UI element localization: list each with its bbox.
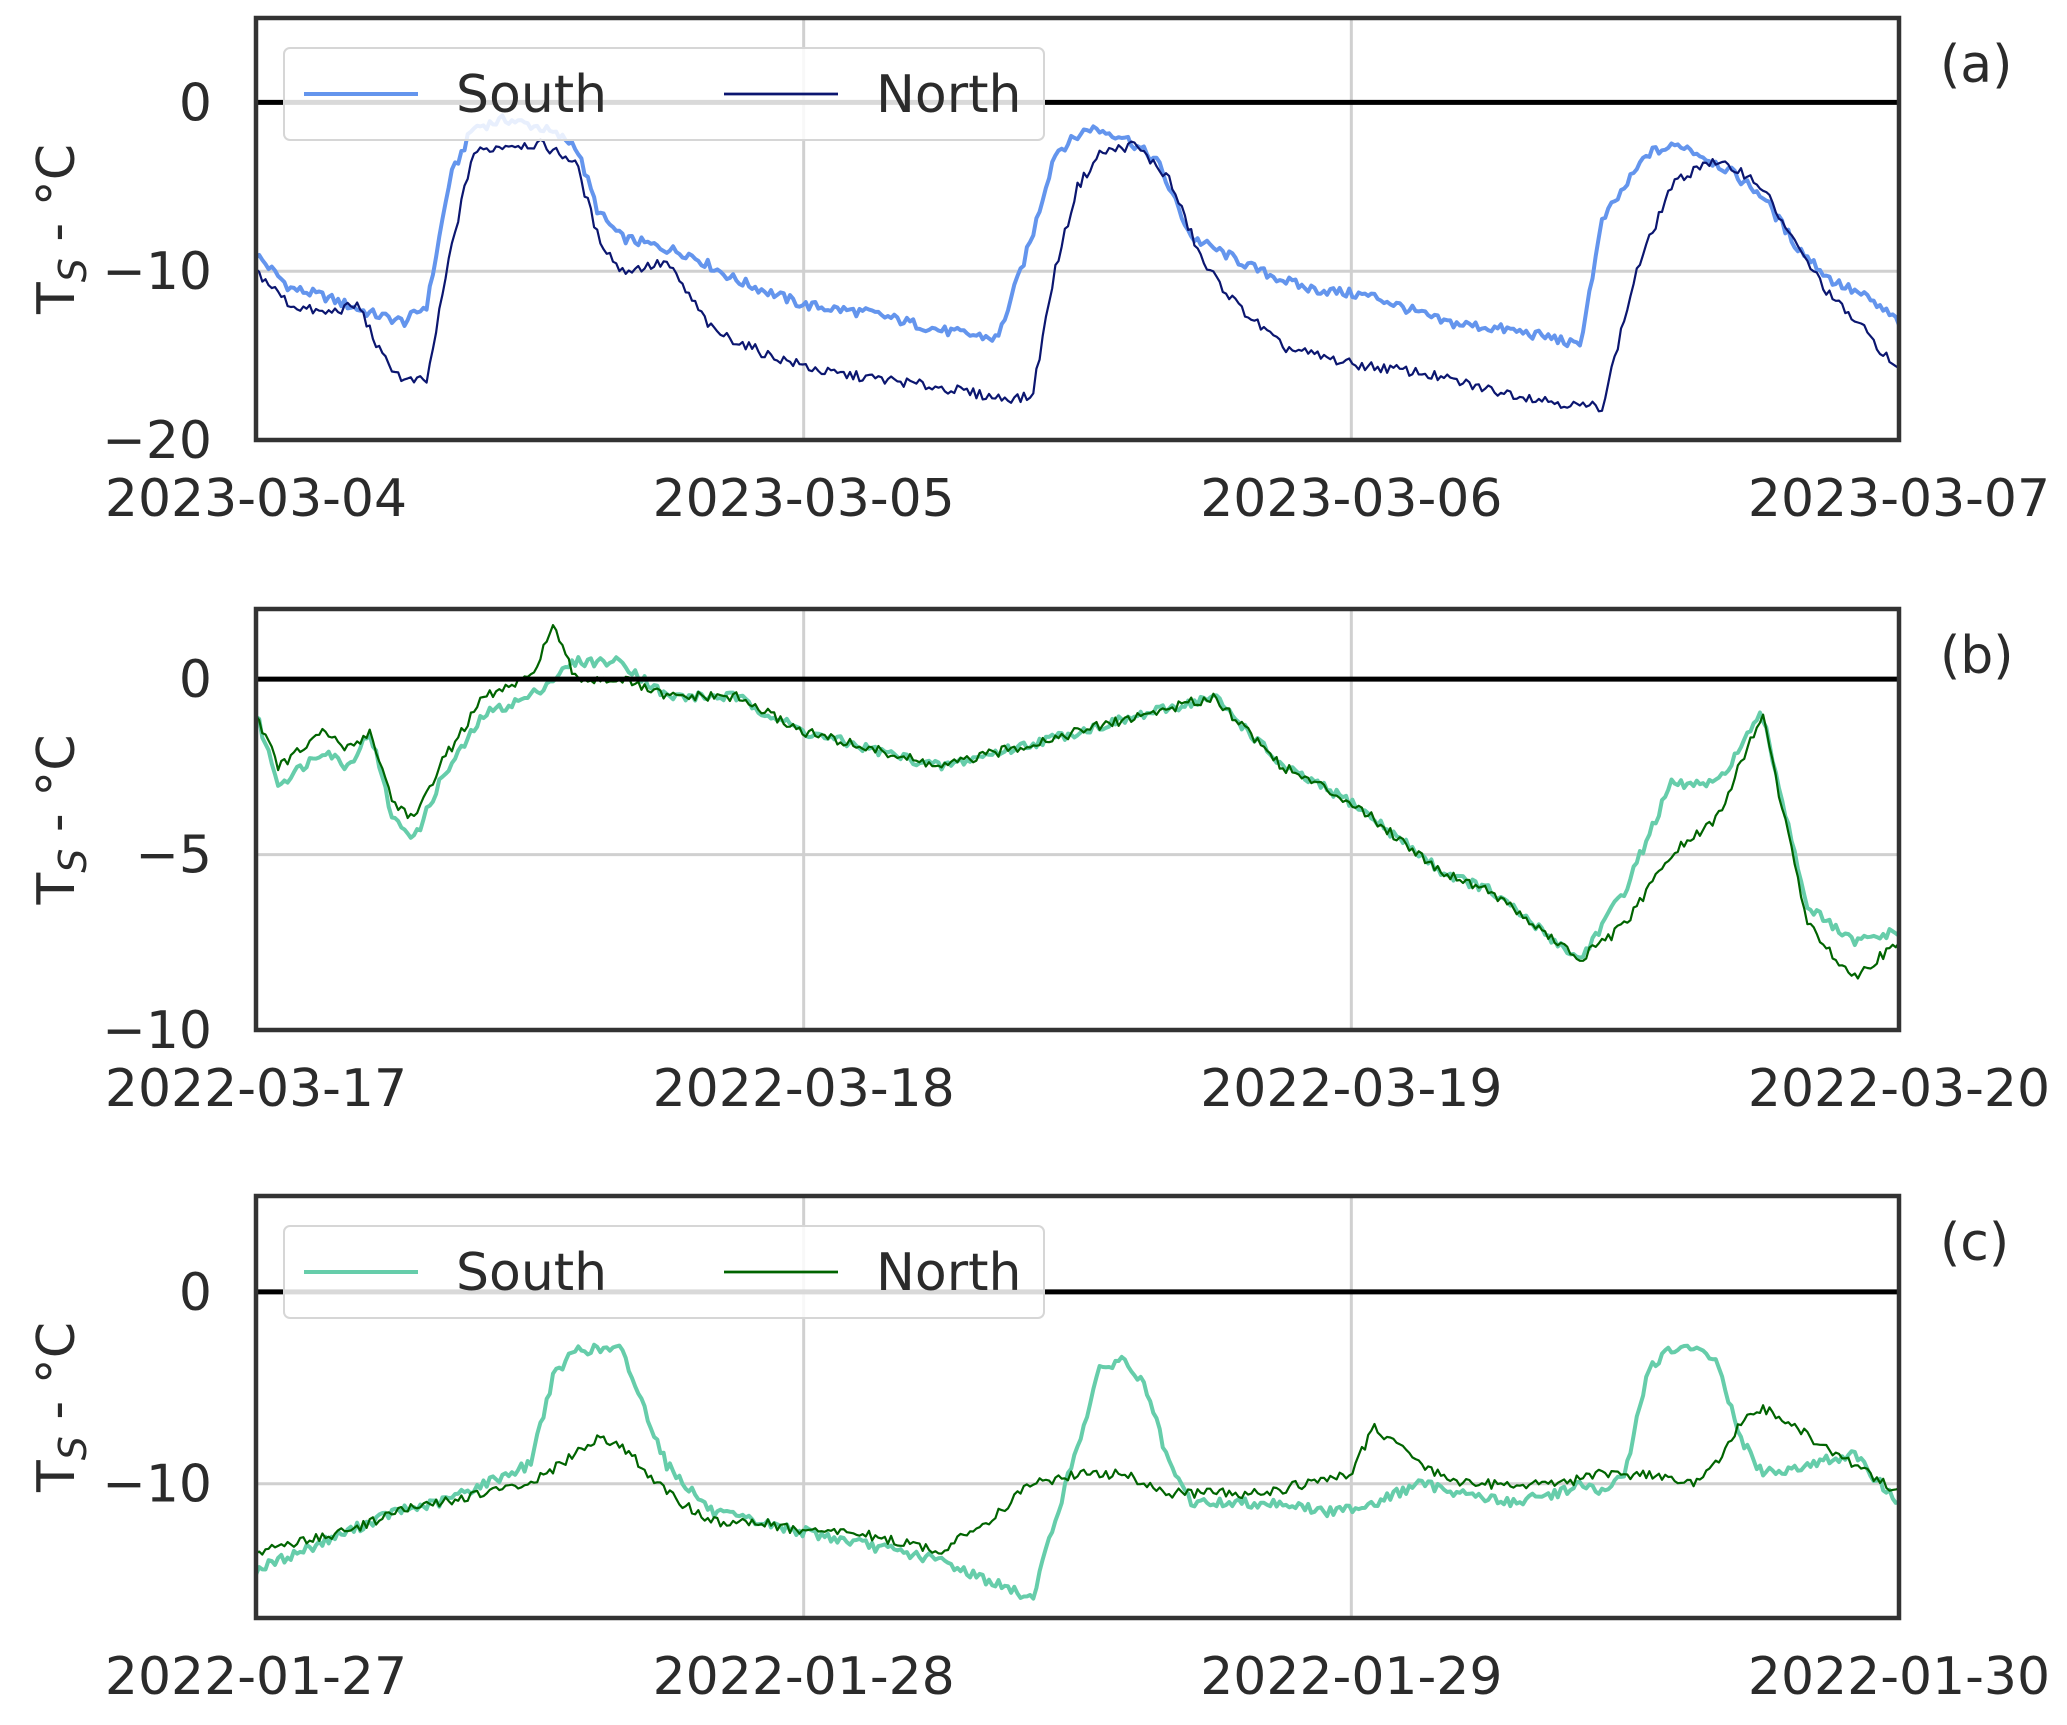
x-tick-label: 2022-01-27 <box>105 1647 407 1707</box>
panel-label: (a) <box>1940 35 2012 95</box>
y-tick-label: −10 <box>102 242 212 302</box>
series-line-north <box>256 624 1899 980</box>
y-axis-label: TS - °C <box>27 734 95 905</box>
y-axis-label: TS - °C <box>27 1322 95 1493</box>
axes-frame <box>253 15 1902 443</box>
panel-c: South North 0 −10 2022-01-27 2022-01-28 2022-0… <box>27 1193 2050 1707</box>
legend: South North <box>283 1225 1045 1319</box>
panel-label: (b) <box>1940 626 2014 686</box>
y-axis-label: TS - °C <box>27 144 95 315</box>
y-tick-label: −20 <box>102 411 212 471</box>
legend-label-south: South <box>456 65 607 125</box>
legend-label-south: South <box>456 1243 607 1303</box>
y-tick-label: 0 <box>179 73 212 133</box>
y-tick-label: 0 <box>179 650 212 710</box>
x-tick-label: 2023-03-06 <box>1200 469 1502 529</box>
x-tick-label: 2023-03-04 <box>105 469 407 529</box>
series-line-north <box>256 1404 1899 1556</box>
x-tick-label: 2022-01-28 <box>653 1647 955 1707</box>
series-line-south <box>256 1342 1899 1601</box>
series-line-south <box>256 655 1899 960</box>
x-tick-label: 2022-03-19 <box>1200 1059 1502 1119</box>
panel-label: (c) <box>1940 1213 2009 1273</box>
legend-label-north: North <box>876 1243 1021 1303</box>
legend-label-north: North <box>876 65 1021 125</box>
legend-box <box>283 47 1045 141</box>
x-tick-label: 2022-03-20 <box>1748 1059 2050 1119</box>
y-tick-label: 0 <box>179 1263 212 1323</box>
series-line-north <box>256 138 1899 413</box>
y-tick-label: −10 <box>102 1455 212 1515</box>
axes-frame <box>253 1193 1902 1621</box>
y-tick-label: −10 <box>102 1001 212 1061</box>
x-tick-label: 2023-03-07 <box>1748 469 2050 529</box>
x-tick-label: 2022-03-18 <box>653 1059 955 1119</box>
x-tick-label: 2022-01-30 <box>1748 1647 2050 1707</box>
x-tick-label: 2022-01-29 <box>1200 1647 1502 1707</box>
legend-box <box>283 1225 1045 1319</box>
legend: South North <box>283 47 1045 141</box>
axes-frame <box>253 606 1902 1033</box>
x-tick-label: 2023-03-05 <box>653 469 955 529</box>
x-tick-label: 2022-03-17 <box>105 1059 407 1119</box>
y-tick-label: −5 <box>135 826 212 886</box>
